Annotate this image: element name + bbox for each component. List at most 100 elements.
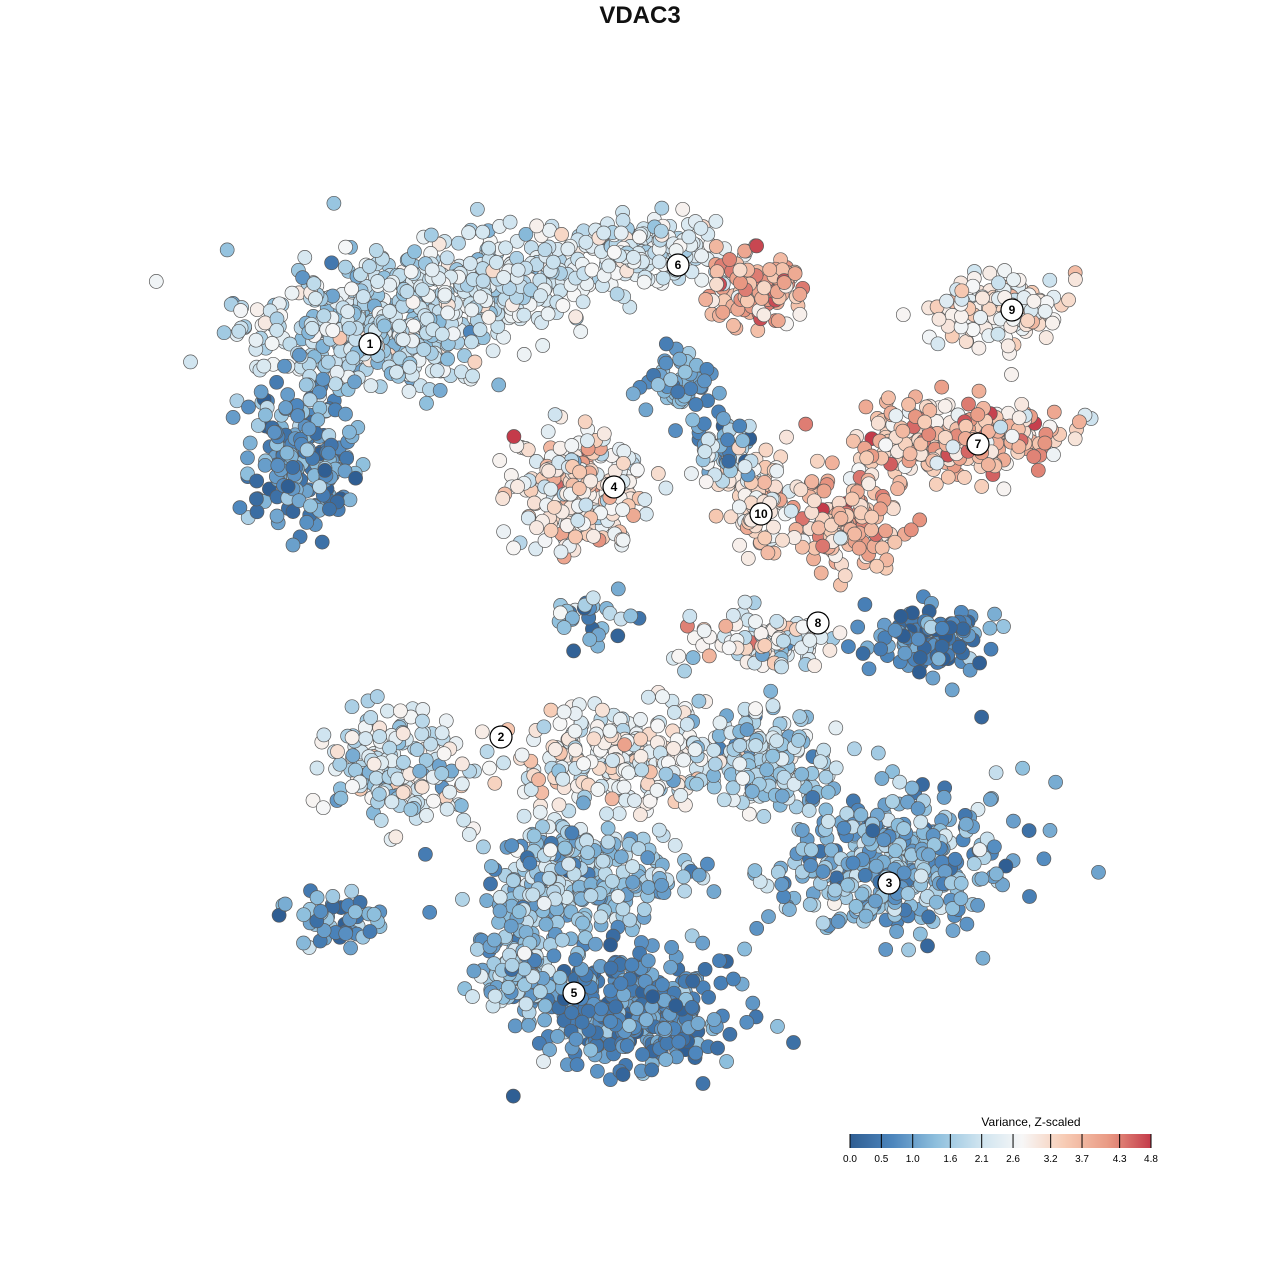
scatter-point — [516, 808, 532, 824]
scatter-point — [987, 606, 1002, 622]
scatter-point — [309, 760, 325, 776]
scatter-point — [885, 794, 900, 809]
scatter-point — [851, 540, 867, 556]
cluster-label-text: 3 — [886, 876, 893, 890]
cluster-label-text: 9 — [1009, 303, 1016, 317]
scatter-point — [600, 834, 616, 850]
scatter-point — [461, 225, 476, 240]
scatter-point — [555, 771, 571, 787]
scatter-point — [706, 742, 722, 758]
scatter-point — [564, 825, 580, 841]
scatter-point — [1061, 292, 1076, 308]
scatter-point — [552, 970, 568, 985]
scatter-point — [972, 842, 988, 858]
scatter-point — [535, 338, 551, 353]
scatter-point — [625, 874, 641, 890]
scatter-point — [550, 1029, 565, 1044]
scatter-point — [296, 935, 311, 951]
scatter-point — [676, 869, 691, 885]
scatter-point — [308, 291, 323, 306]
scatter-point — [685, 412, 701, 428]
legend-title: Variance, Z-scaled — [981, 1115, 1080, 1129]
scatter-point — [1036, 851, 1052, 867]
scatter-point — [803, 842, 819, 858]
scatter-point — [324, 255, 339, 271]
scatter-point — [739, 1014, 755, 1030]
scatter-point — [423, 736, 439, 752]
scatter-point — [697, 373, 712, 389]
scatter-point — [983, 641, 999, 657]
scatter-point — [637, 492, 653, 507]
scatter-point — [368, 243, 384, 258]
scatter-point — [996, 619, 1011, 634]
scatter-point — [644, 1062, 660, 1078]
scatter-point — [681, 229, 697, 245]
scatter-point — [684, 928, 700, 944]
scatter-point — [321, 445, 336, 461]
cluster-label-5: 5 — [562, 981, 586, 1005]
scatter-point — [567, 723, 583, 739]
cluster-label-badge — [877, 871, 901, 895]
scatter-point — [760, 545, 776, 561]
scatter-point — [756, 809, 772, 824]
scatter-point — [337, 463, 353, 479]
scatter-point — [691, 867, 707, 883]
scatter-point — [566, 643, 581, 659]
scatter-point — [912, 664, 927, 680]
scatter-point — [802, 897, 818, 912]
scatter-point — [332, 756, 348, 772]
scatter-point — [912, 512, 928, 528]
scatter-point — [572, 464, 587, 480]
scatter-point — [865, 823, 881, 839]
scatter-point — [1015, 760, 1030, 776]
scatter-point — [277, 896, 293, 912]
scatter-point — [795, 539, 810, 555]
scatter-point — [769, 613, 785, 629]
scatter-point — [689, 776, 704, 792]
scatter-point — [953, 891, 969, 906]
scatter-point — [547, 742, 563, 757]
scatter-point — [382, 304, 397, 319]
scatter-point — [733, 275, 748, 291]
scatter-point — [672, 351, 688, 367]
cluster-label-text: 1 — [367, 337, 374, 351]
scatter-point — [822, 642, 838, 658]
scatter-point — [996, 481, 1012, 497]
scatter-point — [708, 213, 724, 229]
scatter-point — [677, 364, 693, 380]
scatter-point — [616, 779, 632, 795]
scatter-point — [541, 463, 557, 479]
scatter-point — [940, 469, 956, 485]
scatter-point — [613, 849, 629, 865]
scatter-point — [987, 839, 1002, 855]
scatter-point — [861, 476, 877, 492]
scatter-point — [543, 842, 558, 858]
scatter-point — [696, 623, 712, 639]
scatter-point — [776, 275, 792, 290]
scatter-point — [757, 530, 773, 546]
scatter-point — [292, 347, 307, 363]
scatter-point — [836, 820, 852, 836]
scatter-point — [691, 693, 707, 709]
scatter-point — [317, 463, 333, 478]
scatter-point — [621, 765, 636, 781]
scatter-point — [709, 264, 725, 280]
legend-tick-label: 0.5 — [874, 1154, 888, 1165]
scatter-point — [749, 238, 764, 254]
scatter-point — [798, 416, 814, 432]
scatter-point — [229, 393, 245, 409]
scatter-point — [472, 322, 488, 337]
scatter-point — [358, 731, 373, 746]
scatter-point — [393, 703, 408, 719]
scatter-point — [481, 240, 497, 256]
cluster-label-6: 6 — [666, 253, 690, 277]
scatter-point — [316, 727, 332, 743]
scatter-point — [316, 308, 332, 324]
scatter-point — [506, 429, 522, 444]
scatter-point — [770, 313, 786, 329]
cluster-label-1: 1 — [358, 332, 382, 356]
scatter-point — [837, 568, 853, 583]
cluster-label-badge — [666, 253, 690, 277]
scatter-point — [588, 936, 603, 952]
scatter-point — [564, 1005, 580, 1020]
